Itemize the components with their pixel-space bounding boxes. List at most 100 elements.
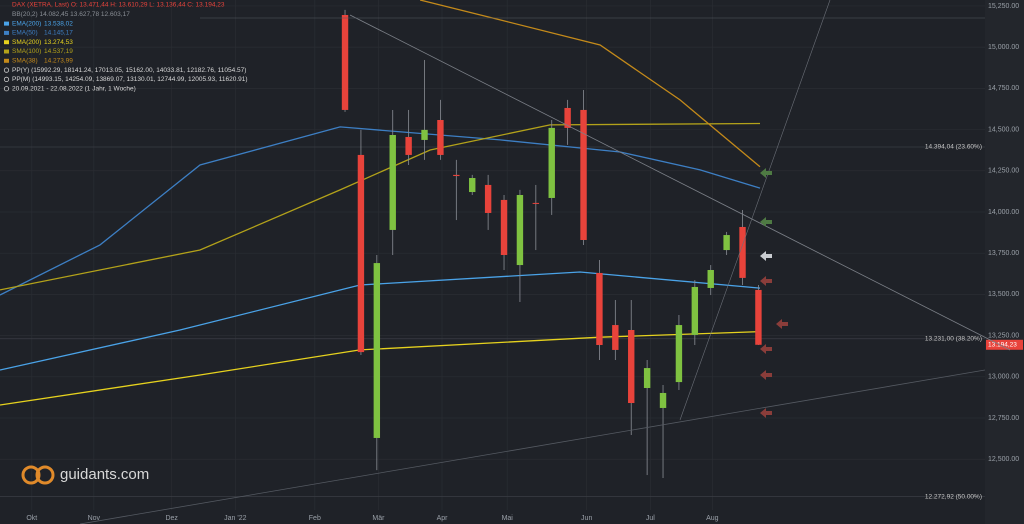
- y-tick-label: 15,250.00: [988, 3, 1019, 10]
- candle-body: [500, 199, 508, 255]
- legend-note: PP(M) (14993.15, 14254.09, 13869.07, 131…: [12, 76, 248, 83]
- x-tick-label: Dez: [165, 515, 178, 522]
- legend-value: 14.145,17: [44, 30, 73, 37]
- candle-body: [564, 107, 571, 128]
- candle-body: [739, 226, 746, 278]
- legend: DAX (XETRA, Last) O: 13.471,44 H: 13.610…: [3, 2, 248, 92]
- legend-value: 13.538,02: [44, 20, 73, 27]
- legend-name: SMA(200): [12, 39, 41, 46]
- arrow-marker: [776, 319, 788, 329]
- trend-line: [79, 369, 986, 524]
- candle-body: [341, 14, 349, 110]
- legend-swatch: [4, 21, 9, 26]
- y-tick-label: 14,750.00: [988, 85, 1019, 92]
- candle-body: [723, 235, 730, 251]
- candle-body: [628, 329, 635, 404]
- arrow-marker: [760, 217, 772, 227]
- x-tick-label: Nov: [88, 515, 101, 522]
- y-tick-label: 14,250.00: [988, 168, 1019, 175]
- legend-swatch: [4, 40, 9, 45]
- logo: guidants.com: [21, 465, 149, 485]
- candle-body: [437, 119, 444, 155]
- arrow-marker: [760, 251, 772, 261]
- legend-icon: [3, 67, 10, 73]
- y-tick-label: 12,750.00: [988, 415, 1019, 422]
- candle-body: [532, 202, 540, 204]
- y-tick-label: 12,500.00: [988, 456, 1019, 463]
- legend-icon: [3, 76, 10, 83]
- x-tick-label: Jan '22: [224, 515, 246, 522]
- last-price-label: 13.194,23: [988, 342, 1017, 349]
- candle-body: [707, 269, 714, 288]
- candle-body: [643, 368, 651, 389]
- candle-body: [421, 129, 428, 140]
- axis-panel: [985, 0, 1024, 524]
- candle-body: [548, 127, 555, 198]
- legend-name: EMA(50): [12, 30, 38, 37]
- x-tick-label: Mär: [372, 515, 385, 522]
- last-price-box: [986, 339, 1023, 350]
- watermark: guidants.com: [60, 466, 149, 483]
- x-tick-label: Feb: [309, 515, 321, 522]
- arrow-marker: [760, 370, 772, 380]
- markers: [760, 168, 788, 418]
- fib-label: 12.272,92 (50.00%): [925, 493, 982, 500]
- indicator-line: [419, 0, 761, 168]
- y-tick-label: 14,000.00: [988, 209, 1019, 216]
- y-tick-label: 13,750.00: [988, 250, 1019, 257]
- indicator-line: [0, 126, 761, 296]
- trend-line: [679, 0, 831, 421]
- candle-body: [405, 136, 412, 155]
- y-tick-label: 15,000.00: [988, 44, 1019, 51]
- y-tick-label: 13,500.00: [988, 291, 1019, 298]
- candle-body: [484, 184, 492, 213]
- legend-note: PP(Y) (15992.29, 18141.24, 17013.05, 151…: [12, 67, 246, 74]
- x-tick-label: Aug: [706, 515, 719, 522]
- x-tick-label: Mai: [502, 515, 514, 522]
- arrow-marker: [760, 344, 772, 354]
- candle-body: [580, 109, 587, 240]
- legend-header: BB(20,2) 14.082,45 13.627,78 12.603,17: [12, 11, 130, 18]
- fib-label: 13.231,00 (38.20%): [925, 335, 982, 342]
- legend-swatch: [4, 49, 9, 54]
- legend-name: EMA(200): [12, 20, 41, 27]
- legend-swatch: [4, 30, 9, 35]
- candle-body: [675, 325, 683, 383]
- logo-icon: [35, 465, 55, 485]
- legend-icon: [3, 86, 10, 92]
- arrow-marker: [760, 168, 772, 178]
- candle-body: [612, 325, 619, 350]
- y-tick-label: 13,250.00: [988, 332, 1019, 339]
- candle-body: [691, 286, 699, 335]
- candle-body: [596, 272, 603, 345]
- candle-body: [373, 263, 381, 438]
- candle-body: [469, 178, 476, 193]
- arrow-marker: [760, 276, 772, 286]
- legend-swatch: [4, 58, 9, 63]
- x-tick-label: Apr: [437, 515, 449, 522]
- candle-body: [453, 174, 460, 177]
- x-tick-label: Okt: [26, 515, 37, 522]
- legend-name: SMA(38): [12, 58, 38, 65]
- x-tick-label: Jul: [646, 515, 655, 522]
- legend-value: 13.274,53: [44, 39, 73, 46]
- legend-name: SMA(100): [12, 48, 41, 55]
- candle-body: [389, 134, 396, 230]
- candle-body: [659, 392, 667, 408]
- x-tick-label: Jun: [581, 515, 592, 522]
- legend-note: 20.09.2021 - 22.08.2022 (1 Jahr, 1 Woche…: [12, 85, 136, 92]
- legend-value: 14.537,19: [44, 48, 73, 55]
- y-tick-label: 14,500.00: [988, 126, 1019, 133]
- fib-label: 14.394,04 (23.60%): [925, 144, 982, 151]
- candle-body: [357, 154, 365, 353]
- trend-line: [349, 14, 1011, 351]
- logo-icon: [21, 465, 41, 485]
- candle-body: [755, 289, 762, 345]
- candle-body: [516, 194, 524, 266]
- arrow-marker: [760, 408, 772, 418]
- y-tick-label: 13,000.00: [988, 374, 1019, 381]
